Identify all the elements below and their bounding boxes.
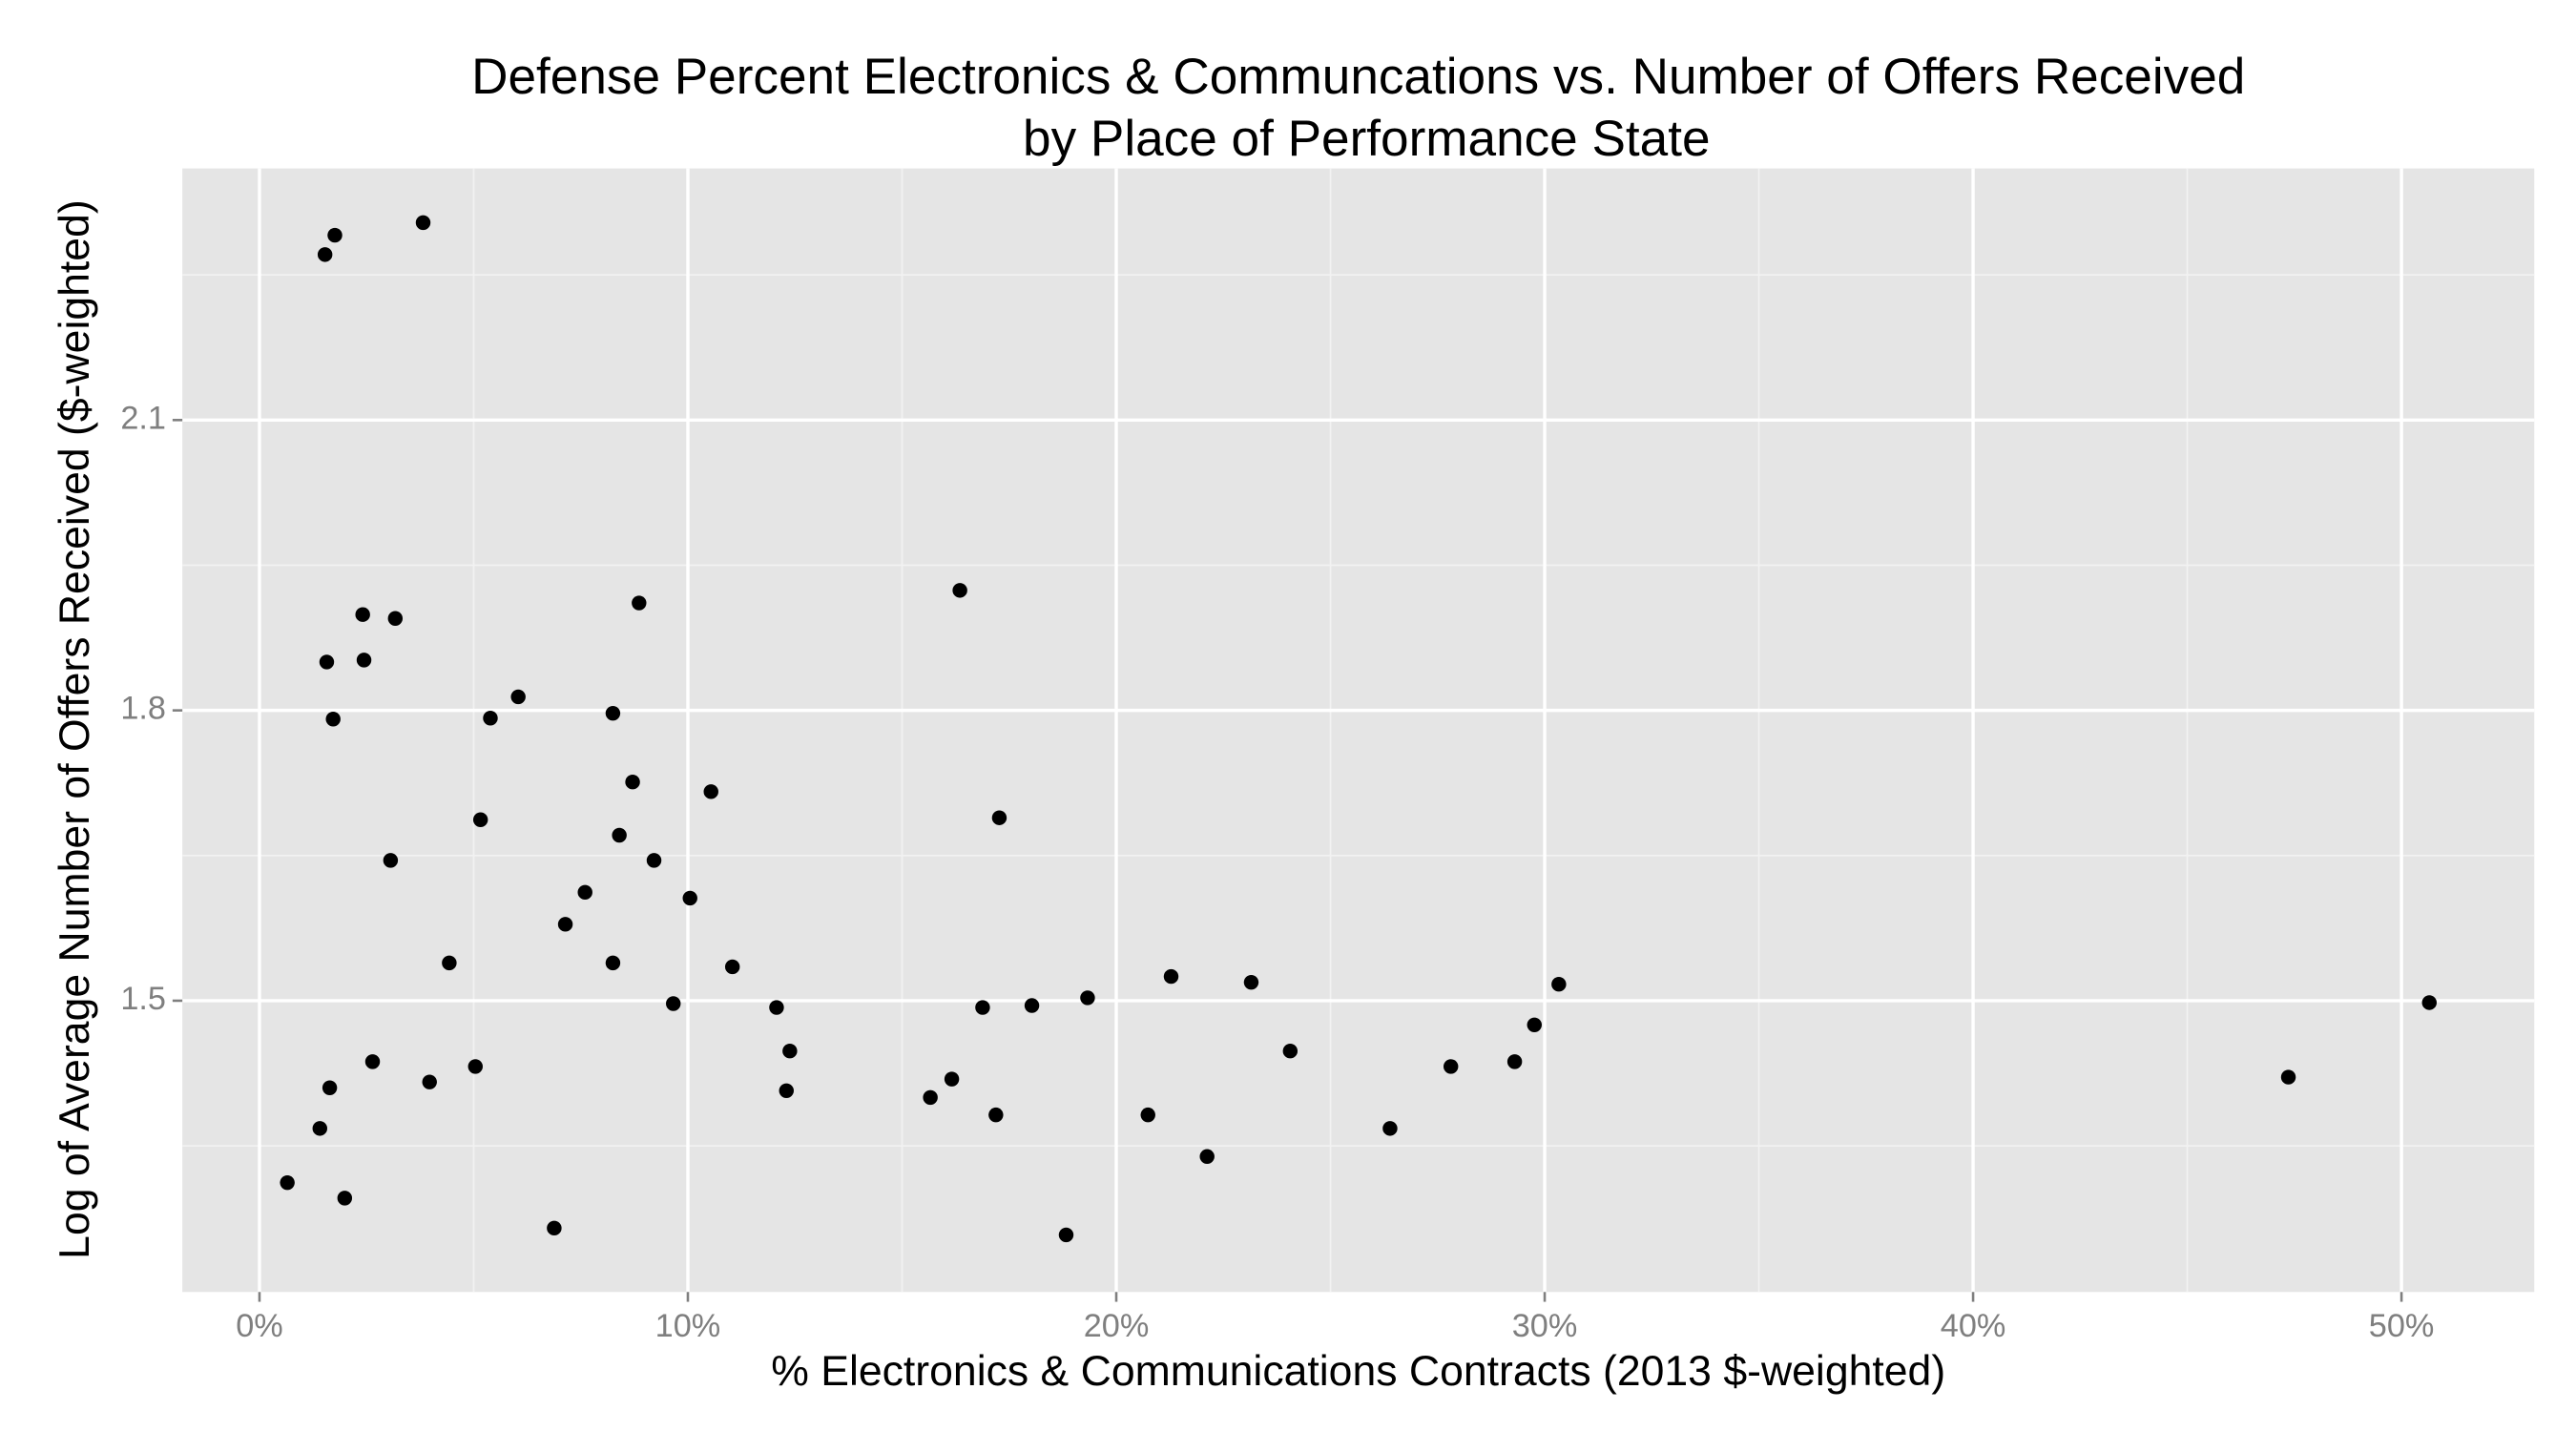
point — [422, 1074, 437, 1089]
x-tick-label: 0% — [236, 1308, 283, 1344]
point — [991, 810, 1008, 825]
point — [779, 1083, 794, 1099]
point — [2421, 995, 2437, 1010]
point — [988, 1107, 1004, 1123]
point — [923, 1089, 938, 1106]
x-tick-label: 20% — [1084, 1308, 1150, 1344]
point — [1080, 990, 1095, 1006]
point — [1199, 1149, 1215, 1164]
point — [952, 583, 967, 598]
point — [364, 1054, 381, 1069]
point — [682, 890, 697, 906]
point — [769, 1000, 784, 1015]
point — [355, 607, 370, 622]
point — [782, 1043, 798, 1059]
point — [483, 711, 498, 726]
plot-panel — [182, 168, 2535, 1293]
point — [1282, 1043, 1298, 1059]
point — [415, 215, 431, 231]
chart-title: Defense Percent Electronics & Communcati… — [471, 49, 2245, 105]
point — [312, 1121, 327, 1136]
point — [327, 227, 343, 243]
point — [547, 1220, 562, 1236]
point — [317, 247, 333, 262]
point — [612, 827, 627, 843]
point — [1443, 1059, 1459, 1074]
point — [646, 853, 662, 868]
point — [325, 712, 341, 727]
point — [724, 959, 740, 975]
y-tick-label: 1.5 — [120, 981, 166, 1017]
chart-title: by Place of Performance State — [1023, 111, 1711, 167]
point — [1163, 968, 1179, 985]
point — [319, 654, 335, 670]
point — [510, 689, 526, 705]
point — [1024, 998, 1040, 1013]
point — [666, 996, 681, 1011]
point — [337, 1191, 353, 1206]
point — [703, 784, 718, 799]
y-tick-label: 2.1 — [120, 400, 166, 436]
x-axis-label: % Electronics & Communications Contracts… — [771, 1348, 1945, 1395]
point — [356, 653, 372, 668]
point — [944, 1071, 960, 1087]
y-axis-label: Log of Average Number of Offers Received… — [52, 199, 98, 1259]
point — [605, 705, 621, 721]
x-tick-label: 50% — [2369, 1308, 2435, 1344]
point — [280, 1174, 295, 1191]
point — [472, 812, 488, 827]
point — [1506, 1054, 1523, 1069]
point — [557, 917, 573, 932]
point — [442, 955, 457, 971]
point — [577, 884, 592, 901]
point — [387, 611, 404, 626]
x-tick-label: 40% — [1941, 1308, 2006, 1344]
point — [383, 853, 399, 868]
point — [2280, 1069, 2296, 1085]
point — [975, 1000, 990, 1015]
point — [605, 955, 621, 971]
x-tick-label: 30% — [1512, 1308, 1578, 1344]
x-tick-label: 10% — [655, 1308, 721, 1344]
point — [1551, 976, 1567, 992]
point — [1527, 1017, 1542, 1033]
point — [1243, 974, 1259, 990]
point — [1140, 1107, 1155, 1123]
point — [1382, 1121, 1398, 1136]
y-tick-label: 1.8 — [120, 691, 166, 727]
point — [632, 595, 647, 611]
point — [625, 774, 640, 790]
point — [322, 1080, 338, 1095]
point — [1058, 1227, 1074, 1243]
point — [467, 1059, 483, 1074]
